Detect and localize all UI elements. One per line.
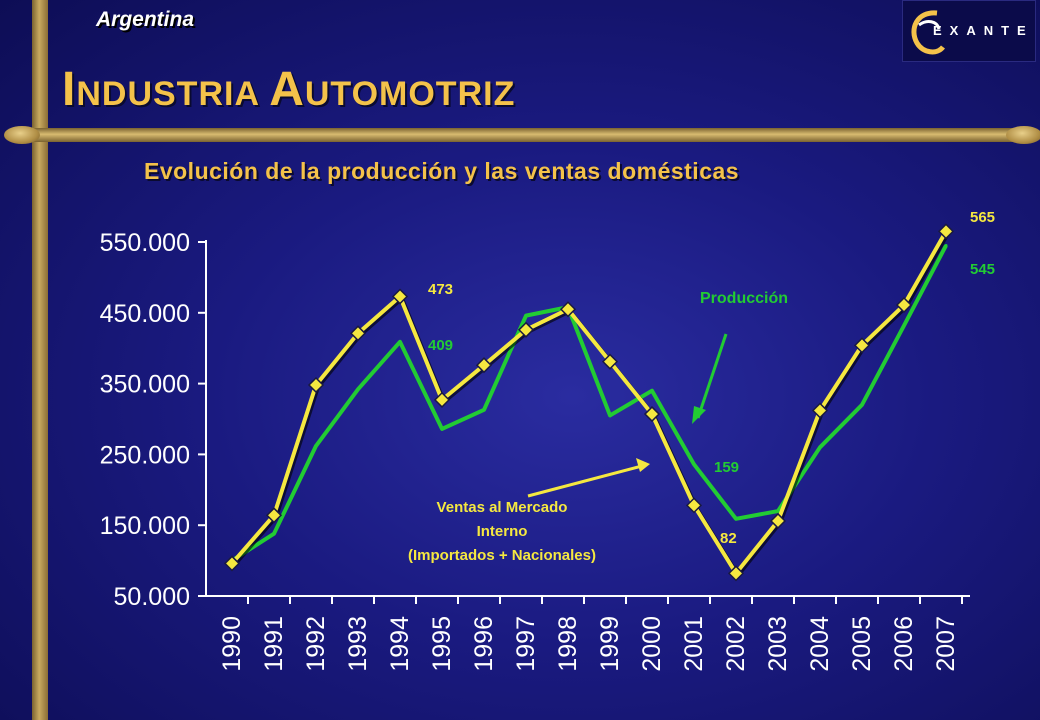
rule-right-knob xyxy=(1006,126,1040,144)
ventas-diamond-marker xyxy=(769,512,787,530)
ventas-diamond-marker xyxy=(853,337,871,354)
label-ventas-line3: (Importados + Nacionales) xyxy=(408,547,596,564)
produccion-point xyxy=(398,340,402,344)
ventas-diamond-marker xyxy=(223,555,241,572)
title-initial-1: I xyxy=(62,63,77,116)
produccion-point xyxy=(776,509,780,513)
data-label-82: 82 xyxy=(720,530,737,547)
x-tick-label: 2005 xyxy=(848,616,876,672)
ventas-diamond-marker xyxy=(727,565,745,582)
ventas-diamond-marker xyxy=(517,321,535,338)
produccion-point xyxy=(608,413,612,417)
data-label-409: 409 xyxy=(428,337,453,354)
x-tick-label: 1995 xyxy=(428,616,456,672)
ventas-diamond-marker xyxy=(895,296,913,314)
label-produccion: Producción xyxy=(700,290,788,307)
ventas-diamond-marker xyxy=(391,288,409,305)
x-tick-label: 1999 xyxy=(596,616,624,672)
x-tick-label: 1990 xyxy=(218,616,246,672)
produccion-point xyxy=(860,403,864,407)
title-word-2-rest: UTOMOTRIZ xyxy=(304,75,516,113)
ventas-diamond-marker xyxy=(643,405,661,423)
ventas-diamond-marker xyxy=(601,353,619,370)
x-tick-label: 2007 xyxy=(932,616,960,672)
ventas-diamond-marker xyxy=(349,325,367,342)
decorative-left-bar xyxy=(32,0,48,720)
x-tick-label: 1991 xyxy=(260,616,288,672)
exante-logo: EXANTE xyxy=(902,0,1036,62)
x-tick-label: 1998 xyxy=(554,616,582,672)
produccion-point xyxy=(944,244,948,248)
x-tick-label: 1997 xyxy=(512,616,540,672)
produccion-arrowhead xyxy=(692,406,706,424)
produccion-point xyxy=(482,408,486,412)
produccion-point xyxy=(650,389,654,393)
y-ticks: 50.000 150.000 250.000 350.000 450.000 550.00… xyxy=(100,229,206,611)
ventas-diamond-marker xyxy=(307,376,325,394)
x-tick-label: 1993 xyxy=(344,616,372,672)
x-tick-label: 2006 xyxy=(890,616,918,672)
ventas-diamond-marker xyxy=(433,391,451,408)
produccion-point xyxy=(524,314,528,318)
title-initial-2: A xyxy=(269,63,305,116)
produccion-point xyxy=(440,427,444,431)
y-tick-label: 350.000 xyxy=(100,371,190,399)
title-word-1-rest: NDUSTRIA xyxy=(76,75,259,113)
x-tick-label: 1992 xyxy=(302,616,330,672)
ventas-arrow xyxy=(527,464,643,498)
x-tick-label: 2003 xyxy=(764,616,792,672)
data-label-545: 545 xyxy=(970,261,995,278)
x-tick-label: 2001 xyxy=(680,616,708,672)
data-label-565: 565 xyxy=(970,209,995,226)
data-label-159: 159 xyxy=(714,459,739,476)
series-ventas xyxy=(223,223,955,582)
x-tick-label: 1996 xyxy=(470,616,498,672)
ventas-arrowhead xyxy=(636,458,650,472)
label-ventas-line2: Interno xyxy=(477,523,528,540)
produccion-point xyxy=(902,324,906,328)
logo-wordmark: EXANTE xyxy=(933,23,1034,38)
ventas-diamond-marker xyxy=(475,357,493,374)
produccion-arrow xyxy=(696,333,728,419)
x-tick-label: 1994 xyxy=(386,616,414,672)
y-tick-label: 50.000 xyxy=(114,583,190,611)
x-tick-label: 2002 xyxy=(722,616,750,672)
ventas-diamond-marker xyxy=(937,223,955,240)
ventas-diamond-marker xyxy=(559,301,577,318)
produccion-point xyxy=(272,532,276,536)
page-title: INDUSTRIA AUTOMOTRIZ xyxy=(62,62,515,117)
ventas-diamond-marker xyxy=(811,402,829,419)
y-tick-label: 150.000 xyxy=(100,512,190,540)
x-ticks: 1990 1991 1992 1993 1994 1995 1996 1997 1998 1999… xyxy=(218,596,963,672)
x-tick-label: 2000 xyxy=(638,616,666,672)
series-produccion xyxy=(230,244,948,563)
exante-swirl-icon xyxy=(911,10,945,55)
produccion-line xyxy=(230,244,948,563)
produccion-point xyxy=(818,445,822,449)
decorative-header-rule xyxy=(8,128,1038,142)
country-label: Argentina xyxy=(96,8,195,31)
produccion-point xyxy=(734,517,738,521)
x-tick-label: 2004 xyxy=(806,616,834,672)
ventas-diamond-marker xyxy=(685,497,703,514)
chart-title: Evolución de la producción y las ventas … xyxy=(144,158,740,184)
y-tick-label: 250.000 xyxy=(100,441,190,469)
ventas-line-shadow xyxy=(232,232,950,579)
produccion-point xyxy=(314,444,318,448)
ventas-line xyxy=(230,230,948,576)
data-label-473: 473 xyxy=(428,281,453,298)
y-tick-label: 550.000 xyxy=(100,229,190,257)
y-tick-label: 450.000 xyxy=(100,300,190,328)
label-ventas-line1: Ventas al Mercado xyxy=(437,499,568,516)
produccion-point xyxy=(692,462,696,466)
ventas-diamond-marker xyxy=(265,507,283,524)
produccion-point xyxy=(356,387,360,391)
rule-left-knob xyxy=(4,126,40,144)
